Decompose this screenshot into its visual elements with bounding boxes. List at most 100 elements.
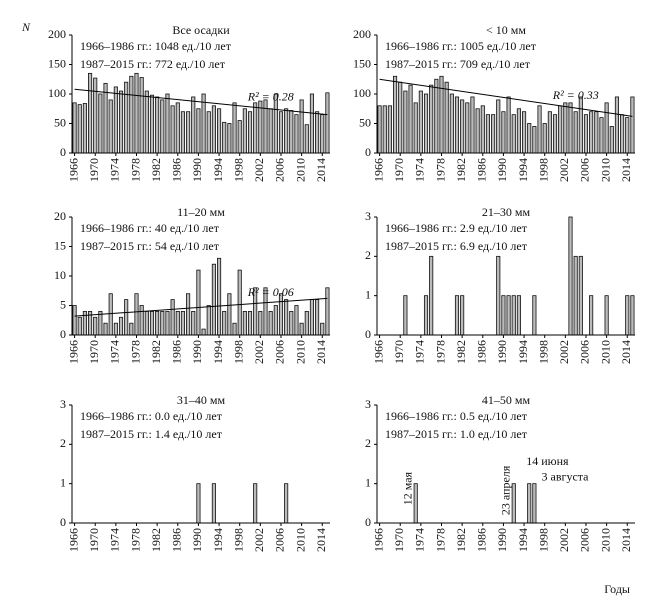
bar — [217, 108, 222, 154]
bar — [630, 96, 635, 154]
panel-note: 1987–2015 гг.: 54 ед./10 лет — [80, 239, 220, 253]
bar — [496, 99, 501, 154]
bar — [625, 295, 630, 336]
bar — [620, 114, 625, 154]
bar — [155, 310, 160, 336]
bar — [511, 483, 516, 524]
trend-line — [74, 297, 328, 317]
y-tick-label: 3 — [365, 209, 371, 223]
y-tick-label: 2 — [365, 436, 371, 450]
x-tick-label: 2002 — [252, 528, 266, 552]
bar — [558, 105, 563, 154]
y-tick-label: 0 — [60, 145, 66, 159]
bar — [522, 111, 527, 154]
bar — [614, 96, 619, 154]
bar — [108, 99, 113, 154]
panel-title: 31–40 мм — [177, 393, 226, 407]
panel-note: 1966–1986 гг.: 1048 ед./10 лет — [80, 39, 232, 53]
bar — [403, 295, 408, 336]
bar — [532, 126, 537, 154]
x-tick-label: 1978 — [128, 158, 142, 182]
r2-label: R² = 0.28 — [247, 89, 294, 103]
bar — [325, 287, 330, 336]
x-tick-label: 2014 — [619, 340, 633, 364]
bar — [93, 316, 98, 336]
bar — [496, 255, 501, 336]
x-tick-label: 1982 — [149, 340, 163, 364]
panel-note: 1987–2015 гг.: 1.0 ед./10 лет — [385, 427, 528, 441]
x-tick-label: 1978 — [433, 340, 447, 364]
bar — [82, 103, 87, 154]
bar — [594, 111, 599, 154]
bar — [403, 90, 408, 154]
bar — [253, 483, 258, 524]
bar — [211, 105, 216, 154]
panel-note: 1966–1986 гг.: 2.9 ед./10 лет — [385, 221, 528, 235]
x-tick-label: 1966 — [66, 528, 80, 552]
bar — [325, 92, 330, 154]
panel-title: Все осадки — [172, 23, 230, 37]
x-tick-label: 2014 — [314, 158, 328, 182]
bar — [206, 111, 211, 154]
y-axis-label: N — [21, 20, 31, 34]
x-tick-label: 1986 — [170, 158, 184, 182]
bar — [98, 310, 103, 336]
bar — [516, 108, 521, 154]
panel-note: 1966–1986 гг.: 40 ед./10 лет — [80, 221, 220, 235]
bar — [289, 310, 294, 336]
panel-title: 11–20 мм — [177, 205, 225, 219]
bar — [516, 295, 521, 336]
y-tick-label: 100 — [353, 86, 371, 100]
x-tick-label: 2002 — [557, 158, 571, 182]
x-tick-label: 2006 — [273, 340, 287, 364]
y-tick-label: 150 — [48, 56, 66, 70]
r2-label: R² = 0.06 — [247, 285, 294, 299]
x-tick-label: 1982 — [454, 528, 468, 552]
bar — [599, 117, 604, 154]
x-tick-label: 1966 — [66, 340, 80, 364]
bar — [444, 81, 449, 154]
bar — [268, 108, 273, 154]
panel-title: 41–50 мм — [482, 393, 531, 407]
bar — [258, 100, 263, 154]
y-tick-label: 10 — [54, 268, 66, 282]
x-axis-label: Годы — [604, 582, 630, 596]
panel-note: 1987–2015 гг.: 709 ед./10 лет — [385, 57, 531, 71]
bar — [320, 322, 325, 336]
bar — [232, 102, 237, 154]
bar — [460, 295, 465, 336]
bar — [382, 105, 387, 154]
x-tick-label: 1970 — [87, 528, 101, 552]
bar — [186, 111, 191, 154]
bar — [294, 114, 299, 154]
x-tick-label: 1974 — [413, 158, 427, 182]
bar — [408, 84, 413, 154]
bar — [211, 483, 216, 524]
x-tick-label: 1978 — [433, 528, 447, 552]
y-tick-label: 0 — [365, 145, 371, 159]
x-tick-label: 2010 — [293, 340, 307, 364]
x-tick-label: 1982 — [454, 340, 468, 364]
bar — [568, 102, 573, 154]
bar — [294, 305, 299, 336]
bar — [537, 105, 542, 154]
x-tick-label: 1994 — [211, 158, 225, 182]
y-tick-label: 2 — [60, 436, 66, 450]
bar — [460, 99, 465, 154]
x-tick-label: 2014 — [314, 340, 328, 364]
x-tick-label: 1970 — [392, 340, 406, 364]
x-tick-label: 2006 — [273, 528, 287, 552]
trend-line — [379, 78, 633, 117]
y-tick-label: 50 — [54, 115, 66, 129]
bar — [118, 90, 124, 154]
x-tick-label: 2010 — [598, 340, 612, 364]
bar — [284, 483, 289, 524]
bar — [206, 305, 211, 336]
x-tick-label: 1998 — [231, 158, 245, 182]
x-tick-label: 1974 — [108, 340, 122, 364]
x-tick-label: 2014 — [619, 528, 633, 552]
bar — [77, 316, 82, 336]
bar — [320, 114, 325, 154]
x-tick-label: 1994 — [516, 340, 530, 364]
